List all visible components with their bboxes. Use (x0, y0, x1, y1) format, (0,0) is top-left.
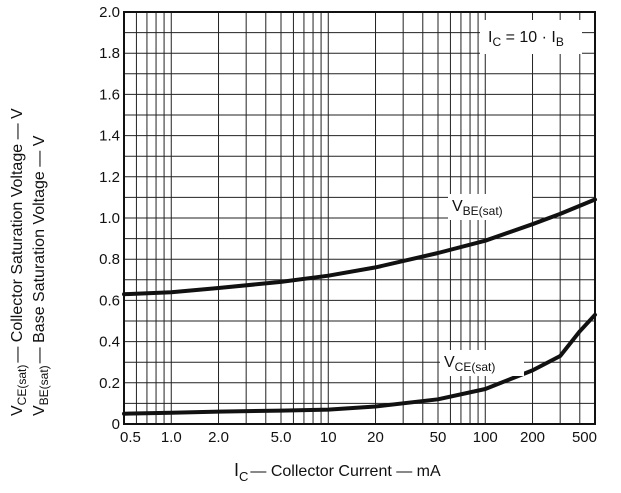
y-tick-label: 1.8 (99, 45, 120, 62)
y-tick-label: 0 (112, 416, 120, 433)
x-axis-label: IC — Collector Current — mA (234, 460, 441, 484)
x-tick-label-background (153, 427, 190, 446)
y-tick-label: 1.2 (99, 169, 120, 186)
y-tick-label: 1.4 (99, 128, 120, 145)
x-tick-labels: 0.5 1.0 2.0 5.0 10 20 50 100 200 500 (118, 427, 597, 446)
x-tick-label-background (420, 427, 456, 446)
x-tick-label-background (118, 427, 154, 446)
y-tick-label-background (92, 209, 122, 227)
condition-label: IC = 10 · IB (488, 29, 564, 49)
x-tick-label-background (263, 427, 299, 446)
y-axis-label-outer: VCE(sat)— Collector Saturation Voltage —… (9, 108, 29, 416)
x-tick-label-background (467, 427, 504, 446)
x-tick-label: 50 (430, 429, 447, 446)
series-label-vce-background (440, 350, 524, 376)
y-tick-label-background (92, 167, 122, 186)
y-tick-label-background (92, 3, 122, 21)
series-label-vce: VCE(sat) (444, 354, 495, 374)
y-tick-label-background (92, 415, 122, 433)
y-tick-label-background (92, 44, 122, 63)
y-tick-label-background (92, 373, 122, 392)
y-tick-label: 0.6 (99, 292, 120, 309)
x-tick-label-background (357, 427, 394, 446)
x-tick-label: 100 (473, 429, 498, 446)
y-tick-label: 0.2 (99, 375, 120, 392)
x-tick-label-background (561, 427, 597, 446)
series-label-vbe-background (448, 194, 532, 220)
x-tick-label: 500 (572, 429, 597, 446)
condition-box-background (480, 20, 582, 54)
y-tick-label-background (92, 250, 122, 269)
x-tick-label: 5.0 (271, 429, 292, 446)
y-tick-label-background (92, 126, 122, 145)
x-tick-label: 0.5 (120, 429, 141, 446)
x-tick-label: 1.0 (161, 429, 182, 446)
y-tick-labels: 0 0.2 0.4 0.6 0.8 1.0 1.2 1.4 1.6 1.8 2.0 (92, 3, 122, 433)
plot-frame (123, 11, 596, 425)
vce-sat-curve (122, 312, 597, 416)
y-tick-label: 0.4 (99, 334, 120, 351)
x-tick-label: 2.0 (208, 429, 229, 446)
x-tick-label-background (514, 427, 551, 446)
y-tick-label-background (92, 291, 122, 310)
y-tick-label: 0.8 (99, 251, 120, 268)
y-tick-label-background (92, 332, 122, 351)
y-tick-label: 2.0 (99, 4, 120, 21)
y-tick-label: 1.0 (99, 210, 120, 227)
x-tick-label: 20 (367, 429, 384, 446)
x-tick-label: 10 (320, 429, 337, 446)
y-tick-label-background (92, 85, 122, 104)
curves (122, 197, 597, 416)
x-tick-label-background (310, 427, 347, 446)
vbe-sat-curve (122, 197, 597, 297)
y-tick-label: 1.6 (99, 86, 120, 103)
x-tick-label: 200 (520, 429, 545, 446)
series-label-vbe: VBE(sat) (452, 198, 503, 218)
y-axis-label-inner: VBE(sat)— Base Saturation Voltage — V (31, 135, 51, 416)
x-tick-label-background (200, 427, 237, 446)
